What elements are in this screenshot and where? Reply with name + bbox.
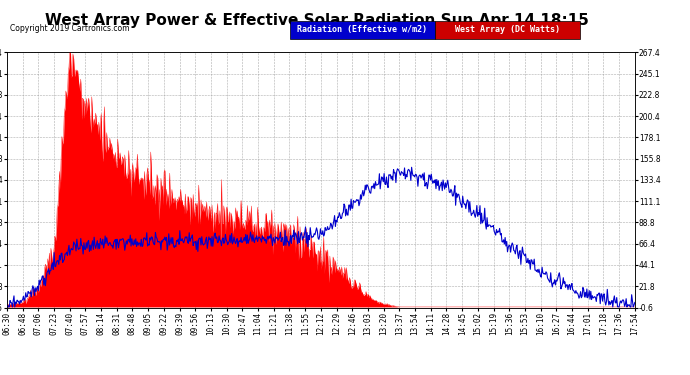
Text: West Array Power & Effective Solar Radiation Sun Apr 14 18:15: West Array Power & Effective Solar Radia… <box>46 13 589 28</box>
Text: Radiation (Effective w/m2): Radiation (Effective w/m2) <box>297 25 427 34</box>
Text: West Array (DC Watts): West Array (DC Watts) <box>455 25 560 34</box>
Text: Copyright 2019 Cartronics.com: Copyright 2019 Cartronics.com <box>10 24 130 33</box>
